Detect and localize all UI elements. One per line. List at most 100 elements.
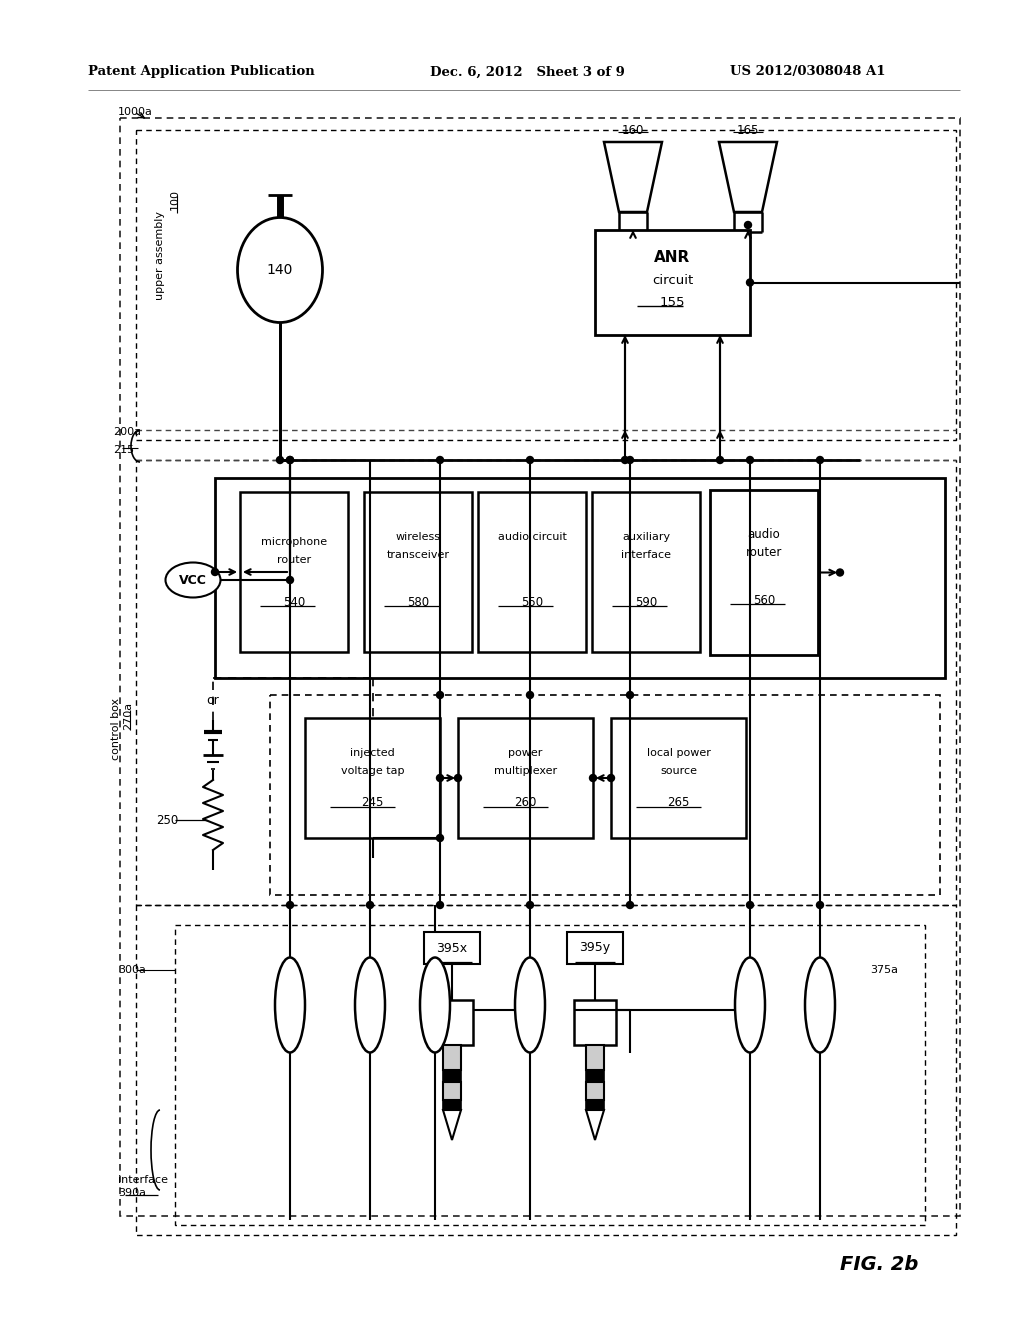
Text: 165: 165	[737, 124, 759, 136]
Bar	[586, 1100, 604, 1110]
Ellipse shape	[275, 957, 305, 1052]
Circle shape	[526, 457, 534, 463]
Polygon shape	[443, 1110, 461, 1140]
Text: 395x: 395x	[436, 941, 468, 954]
Text: router: router	[276, 554, 311, 565]
Circle shape	[436, 457, 443, 463]
Circle shape	[436, 834, 443, 842]
Text: alt-PTT: alt-PTT	[285, 987, 295, 1023]
Text: 200a: 200a	[113, 426, 141, 437]
Bar	[364, 492, 472, 652]
Text: audio: audio	[748, 528, 780, 541]
Text: 1000a: 1000a	[118, 107, 153, 117]
Text: circuit: circuit	[652, 273, 693, 286]
Text: source: source	[660, 766, 697, 776]
Circle shape	[526, 902, 534, 908]
Text: router: router	[745, 546, 782, 560]
Text: US 2012/0308048 A1: US 2012/0308048 A1	[730, 66, 886, 78]
Circle shape	[287, 902, 294, 908]
Circle shape	[526, 692, 534, 698]
Ellipse shape	[166, 562, 220, 598]
Circle shape	[627, 692, 634, 698]
Bar	[120, 117, 961, 1216]
Text: 550: 550	[521, 595, 543, 609]
Circle shape	[436, 902, 443, 908]
Circle shape	[436, 775, 443, 781]
Text: audio circuit: audio circuit	[498, 532, 566, 543]
Bar	[478, 492, 586, 652]
Circle shape	[717, 457, 724, 463]
Text: audio-right: audio-right	[745, 975, 755, 1034]
Text: Patent Application Publication: Patent Application Publication	[88, 66, 314, 78]
Text: audio-left: audio-left	[815, 979, 825, 1030]
Bar	[136, 459, 956, 906]
Text: FIG. 2b: FIG. 2b	[840, 1255, 919, 1275]
Text: upper assembly: upper assembly	[155, 211, 165, 300]
Circle shape	[816, 902, 823, 908]
Circle shape	[287, 457, 294, 463]
Text: 560: 560	[753, 594, 775, 606]
Text: wireless: wireless	[395, 532, 440, 543]
Bar	[592, 492, 700, 652]
Bar	[586, 1082, 604, 1100]
Text: 160: 160	[622, 124, 644, 136]
Bar	[586, 1045, 604, 1071]
Text: 375a: 375a	[870, 965, 898, 975]
Text: 300a: 300a	[118, 965, 145, 975]
Bar	[443, 1045, 461, 1071]
Ellipse shape	[420, 957, 450, 1052]
Text: 395y: 395y	[580, 941, 610, 954]
Text: multiplexer: multiplexer	[494, 766, 557, 776]
Bar	[136, 129, 956, 440]
Text: 250: 250	[156, 813, 178, 826]
Circle shape	[744, 222, 752, 228]
Circle shape	[607, 775, 614, 781]
Text: 265: 265	[668, 796, 690, 809]
Ellipse shape	[515, 957, 545, 1052]
Bar	[567, 932, 623, 964]
Text: transceiver: transceiver	[386, 550, 450, 560]
Bar	[443, 1082, 461, 1100]
Polygon shape	[586, 1110, 604, 1140]
Text: 590: 590	[635, 595, 657, 609]
Text: ANR: ANR	[654, 251, 690, 265]
Text: local power: local power	[646, 748, 711, 758]
Text: interface: interface	[621, 550, 671, 560]
Circle shape	[746, 279, 754, 286]
Text: 540: 540	[283, 595, 305, 609]
Circle shape	[816, 457, 823, 463]
Circle shape	[590, 775, 597, 781]
Circle shape	[455, 775, 462, 781]
Ellipse shape	[735, 957, 765, 1052]
Circle shape	[627, 457, 634, 463]
Text: 155: 155	[659, 297, 685, 309]
Text: alt-mic-low: alt-mic-low	[430, 975, 440, 1034]
Text: 580: 580	[407, 595, 429, 609]
Text: system-gnd: system-gnd	[525, 974, 535, 1036]
Text: 270a: 270a	[123, 702, 133, 730]
Circle shape	[276, 457, 284, 463]
Bar	[424, 932, 480, 964]
Ellipse shape	[238, 218, 323, 322]
Text: auxiliary: auxiliary	[622, 532, 670, 543]
Circle shape	[837, 569, 844, 576]
Bar	[710, 490, 818, 655]
Circle shape	[367, 902, 374, 908]
Text: 140: 140	[267, 263, 293, 277]
Bar	[574, 1001, 616, 1045]
Text: control box: control box	[111, 698, 121, 760]
Circle shape	[436, 692, 443, 698]
Polygon shape	[604, 143, 662, 213]
Circle shape	[287, 457, 294, 463]
Bar	[595, 230, 750, 335]
Bar	[443, 1071, 461, 1082]
Text: interface: interface	[118, 1175, 168, 1185]
Text: power: power	[508, 748, 543, 758]
Circle shape	[287, 577, 294, 583]
Circle shape	[627, 902, 634, 908]
Text: or: or	[207, 693, 219, 706]
Bar	[611, 718, 746, 838]
Text: 215: 215	[113, 445, 134, 455]
Text: 260: 260	[514, 796, 537, 809]
Bar	[305, 718, 440, 838]
